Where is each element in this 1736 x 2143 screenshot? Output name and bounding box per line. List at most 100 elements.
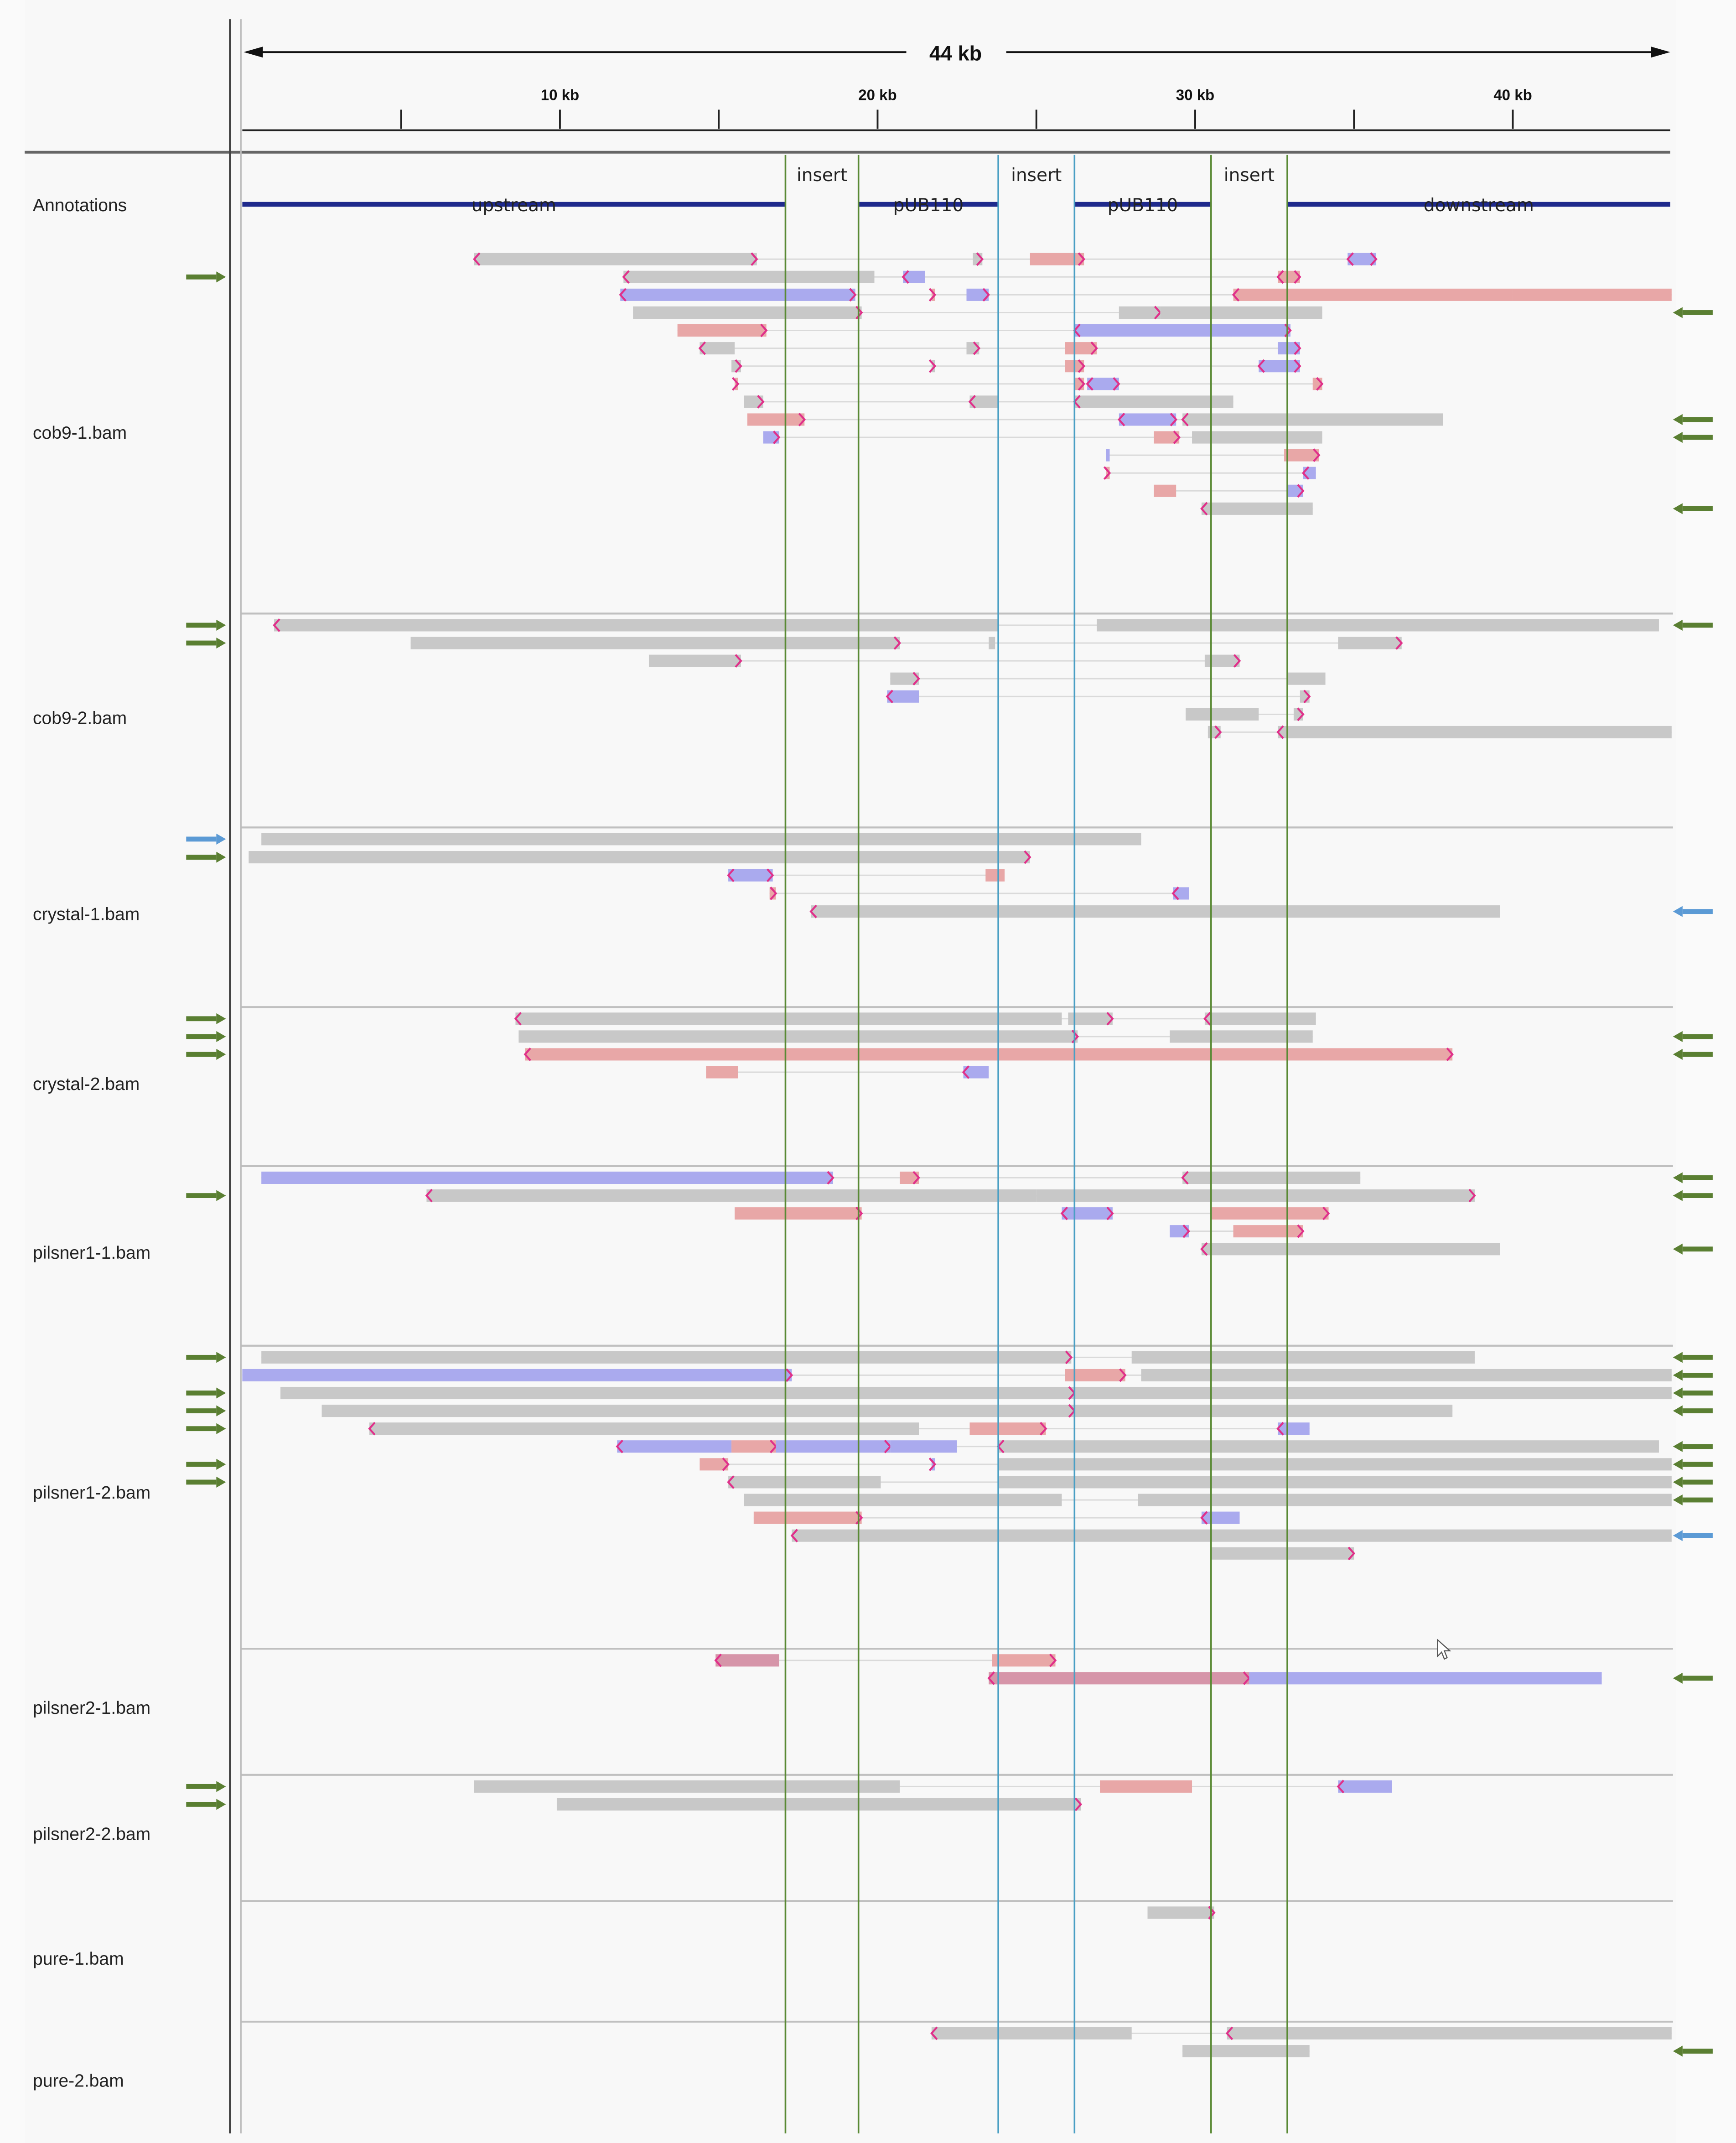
track-pure-1[interactable]: pure-1.bam xyxy=(33,1900,1673,1969)
left-arrow-icon[interactable] xyxy=(1673,414,1713,425)
left-arrow-icon[interactable] xyxy=(1673,1530,1713,1541)
read-alignment[interactable] xyxy=(1065,342,1097,355)
read-alignment[interactable] xyxy=(1338,1780,1392,1793)
read-alignment[interactable] xyxy=(998,1458,1672,1471)
left-arrow-icon[interactable] xyxy=(1673,1494,1713,1506)
alignment-tracks[interactable]: cob9-1.bam cob9-2.bam crystal-1.bam crystal… xyxy=(33,252,1713,2091)
left-arrow-icon[interactable] xyxy=(1673,1387,1713,1399)
read-alignment[interactable] xyxy=(1182,413,1443,426)
read-alignment[interactable] xyxy=(1192,431,1322,444)
read-alignment[interactable] xyxy=(1233,288,1513,301)
left-arrow-icon[interactable] xyxy=(1673,432,1713,443)
read-alignment[interactable] xyxy=(931,2027,1132,2040)
read-alignment[interactable] xyxy=(1182,1171,1361,1184)
read-alignment[interactable] xyxy=(998,1440,1659,1453)
read-alignment[interactable] xyxy=(706,1066,738,1079)
track-name[interactable]: pilsner1-1.bam xyxy=(33,1243,150,1263)
track-name[interactable]: pilsner2-1.bam xyxy=(33,1698,150,1718)
read-alignment[interactable] xyxy=(931,1458,935,1471)
read-alignment[interactable] xyxy=(1186,708,1259,721)
track-pure-2[interactable]: pure-2.bam xyxy=(33,2020,1713,2091)
right-arrow-icon[interactable] xyxy=(186,1190,226,1201)
read-alignment[interactable] xyxy=(747,413,805,426)
read-alignment[interactable] xyxy=(1036,1189,1075,1202)
read-alignment[interactable] xyxy=(1141,1369,1672,1381)
read-alignment[interactable] xyxy=(1201,1243,1500,1256)
read-alignment[interactable] xyxy=(1249,1672,1602,1685)
track-name[interactable]: pilsner2-2.bam xyxy=(33,1825,150,1844)
read-alignment[interactable] xyxy=(1106,449,1110,462)
read-alignment[interactable] xyxy=(1303,467,1316,479)
read-alignment[interactable] xyxy=(1204,1012,1316,1025)
track-name[interactable]: pure-1.bam xyxy=(33,1949,124,1969)
right-arrow-icon[interactable] xyxy=(186,1781,226,1792)
read-alignment[interactable] xyxy=(1338,637,1402,649)
left-arrow-icon[interactable] xyxy=(1673,619,1713,631)
right-arrow-icon[interactable] xyxy=(186,271,226,283)
read-alignment[interactable] xyxy=(1147,1906,1214,1919)
read-alignment[interactable] xyxy=(617,1440,732,1453)
right-arrow-icon[interactable] xyxy=(186,833,226,845)
read-alignment[interactable] xyxy=(763,431,779,444)
read-alignment[interactable] xyxy=(1211,1207,1329,1220)
left-arrow-icon[interactable] xyxy=(1673,1441,1713,1452)
read-alignment[interactable] xyxy=(1233,1225,1303,1238)
right-arrow-icon[interactable] xyxy=(186,1405,226,1417)
track-cob9-2[interactable]: cob9-2.bam xyxy=(33,612,1713,739)
read-alignment[interactable] xyxy=(1097,619,1659,632)
right-arrow-icon[interactable] xyxy=(186,619,226,631)
read-alignment[interactable] xyxy=(1278,1422,1310,1435)
track-pilsner2-2[interactable]: pilsner2-2.bam xyxy=(33,1774,1673,1844)
left-arrow-icon[interactable] xyxy=(1673,1476,1713,1488)
read-alignment[interactable] xyxy=(966,342,979,355)
read-alignment[interactable] xyxy=(931,360,935,373)
read-alignment[interactable] xyxy=(998,1048,1453,1061)
read-alignment[interactable] xyxy=(1173,887,1189,900)
read-alignment[interactable] xyxy=(633,306,862,319)
left-arrow-icon[interactable] xyxy=(1673,1370,1713,1381)
read-alignment[interactable] xyxy=(1100,1780,1192,1793)
read-alignment[interactable] xyxy=(623,270,875,283)
track-name[interactable]: pure-2.bam xyxy=(33,2071,124,2091)
right-arrow-icon[interactable] xyxy=(186,1387,226,1399)
right-arrow-icon[interactable] xyxy=(186,1048,226,1060)
track-crystal-1[interactable]: crystal-1.bam xyxy=(33,826,1713,924)
read-alignment[interactable] xyxy=(369,1422,919,1435)
track-name[interactable]: crystal-1.bam xyxy=(33,904,140,924)
read-alignment[interactable] xyxy=(1287,484,1303,497)
right-arrow-icon[interactable] xyxy=(186,1458,226,1470)
track-name[interactable]: cob9-1.bam xyxy=(33,423,127,443)
read-alignment[interactable] xyxy=(518,1030,1078,1043)
read-alignment[interactable] xyxy=(1160,306,1322,319)
read-alignment[interactable] xyxy=(728,1476,881,1489)
read-alignment[interactable] xyxy=(992,1654,1056,1667)
read-alignment[interactable] xyxy=(280,1386,999,1400)
read-alignment[interactable] xyxy=(753,1511,862,1524)
read-alignment[interactable] xyxy=(1204,654,1240,667)
read-alignment[interactable] xyxy=(998,1386,1075,1400)
read-alignment[interactable] xyxy=(744,1494,1062,1506)
read-alignment[interactable] xyxy=(556,1798,1081,1811)
ruler[interactable]: 44 kb 10 kb 20 kb 30 kb 40 kb xyxy=(242,42,1670,131)
read-alignment[interactable] xyxy=(426,1189,1036,1202)
read-alignment[interactable] xyxy=(1227,2027,1672,2040)
read-alignment[interactable] xyxy=(735,378,738,390)
read-alignment[interactable] xyxy=(620,288,855,301)
read-alignment[interactable] xyxy=(677,324,767,337)
left-arrow-icon[interactable] xyxy=(1673,1352,1713,1363)
read-alignment[interactable] xyxy=(242,1369,792,1381)
read-alignment[interactable] xyxy=(1513,288,1672,301)
read-alignment[interactable] xyxy=(1074,1405,1453,1417)
read-alignment[interactable] xyxy=(261,1351,1072,1364)
read-alignment[interactable] xyxy=(811,905,1500,918)
left-arrow-icon[interactable] xyxy=(1673,503,1713,514)
read-alignment[interactable] xyxy=(261,833,1141,846)
track-pilsner2-1[interactable]: pilsner2-1.bam xyxy=(33,1648,1713,1718)
read-alignment[interactable] xyxy=(1170,1030,1313,1043)
right-arrow-icon[interactable] xyxy=(186,1423,226,1434)
read-alignment[interactable] xyxy=(715,1654,779,1667)
read-alignment[interactable] xyxy=(1211,1547,1354,1560)
read-alignment[interactable] xyxy=(1284,449,1319,462)
left-arrow-icon[interactable] xyxy=(1673,1243,1713,1255)
